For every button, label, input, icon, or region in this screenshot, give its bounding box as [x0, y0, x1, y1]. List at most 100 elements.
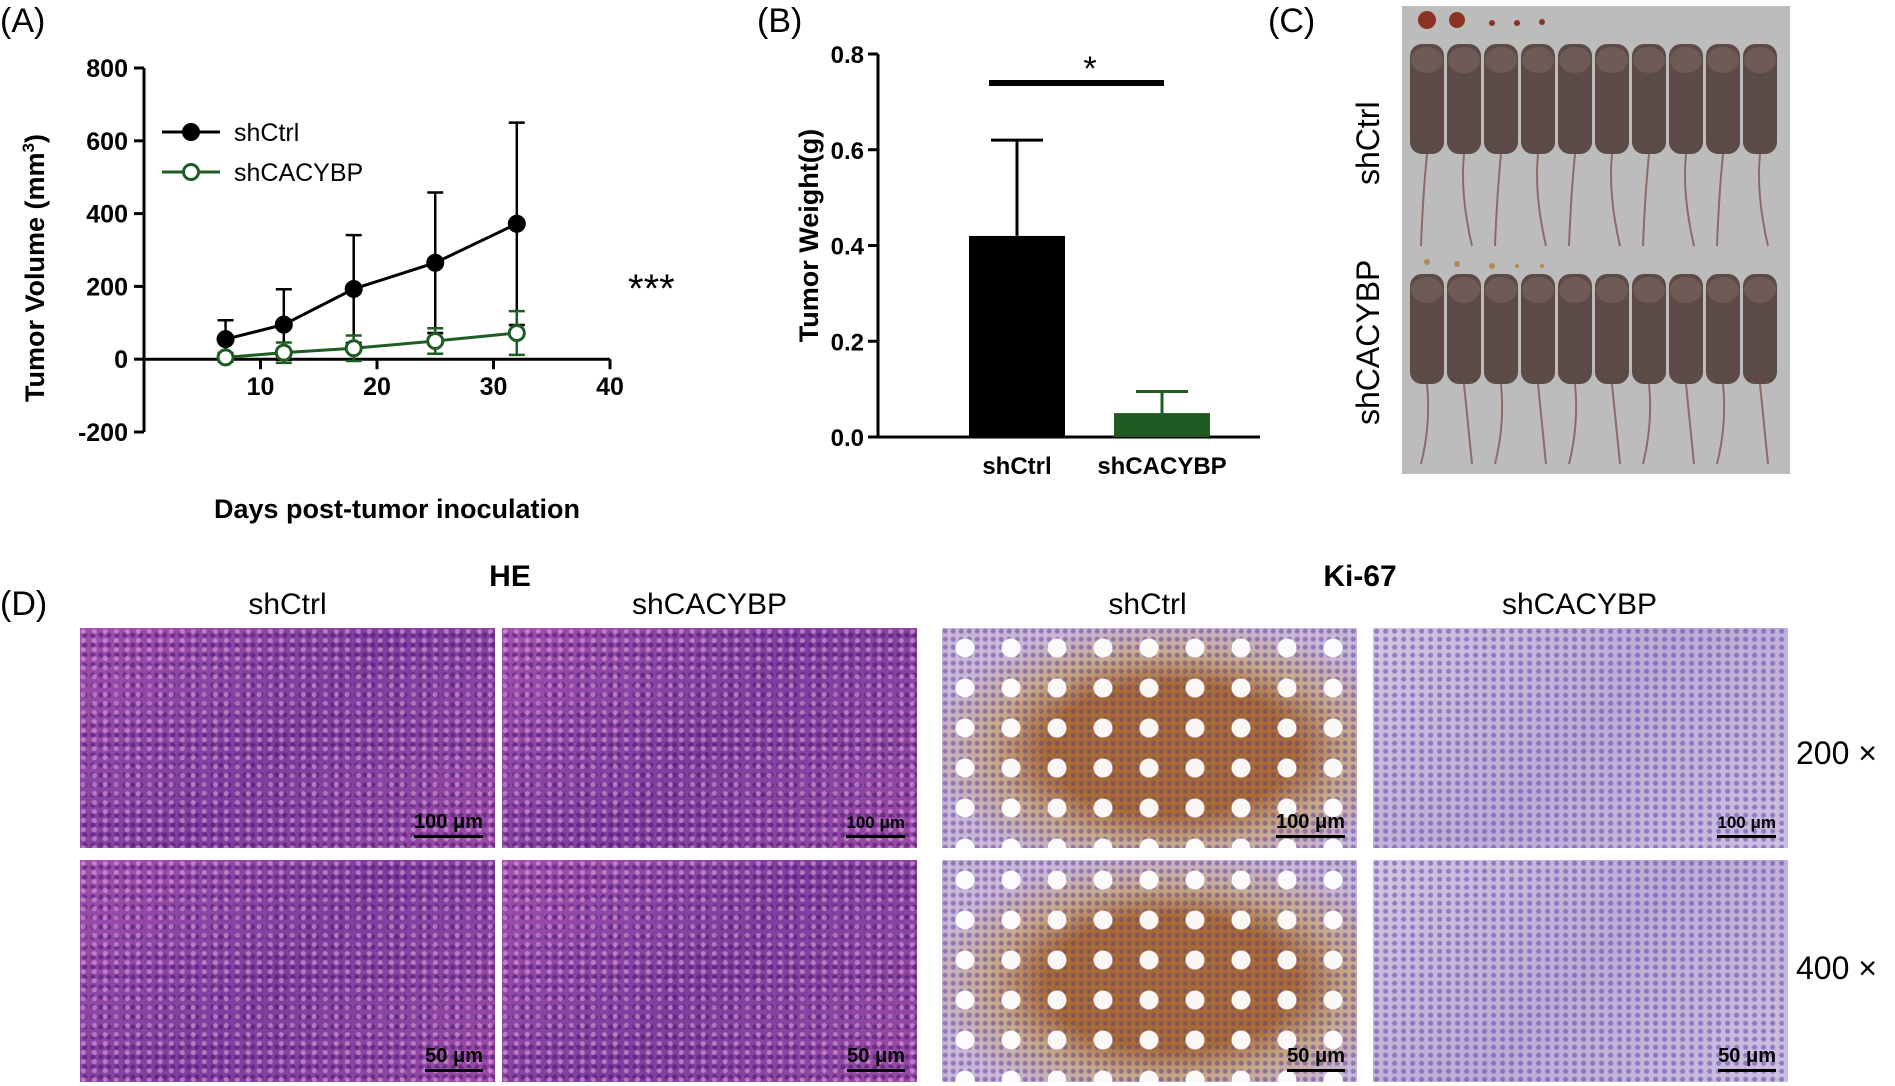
data-point-shCACYBP	[507, 323, 526, 342]
y-tick-label: -200	[78, 419, 128, 447]
mouse-tail	[1463, 383, 1473, 465]
bar-shCACYBP	[1114, 413, 1210, 437]
chart-a-series-lines	[225, 222, 518, 359]
he-tile-shcacybp-200x: 100 μm	[502, 628, 917, 848]
data-point-shCtrl	[507, 214, 526, 233]
scale-bar: 50 μm	[1718, 1045, 1776, 1072]
data-point-shCACYBP	[274, 343, 293, 362]
chart-b-bars	[969, 235, 1210, 437]
mouse-tail	[1610, 153, 1621, 247]
y-tick-label: 400	[86, 201, 128, 229]
legend-label: shCtrl	[234, 119, 299, 147]
x-category-label: shCtrl	[982, 453, 1051, 480]
legend-label: shCACYBP	[234, 159, 363, 187]
mouse-body	[1410, 44, 1444, 154]
y-tick-label: 200	[86, 273, 128, 301]
y-tick-label: 0.2	[831, 329, 864, 356]
mouse-body	[1706, 44, 1740, 154]
y-axis-label: Tumor Weight(g)	[794, 129, 824, 342]
mouse-tail	[1642, 153, 1650, 247]
mouse-body	[1484, 274, 1518, 384]
panel-label-c: (C)	[1268, 2, 1316, 40]
he-tile-shctrl-400x: 50 μm	[80, 860, 495, 1082]
tumor-sample	[1454, 261, 1460, 267]
group-header-he: HE	[489, 560, 531, 593]
mouse-tail	[1684, 153, 1695, 247]
bar-shCtrl	[969, 235, 1065, 437]
ki67-tile-shcacybp-400x: 50 μm	[1373, 860, 1788, 1082]
mouse-body	[1632, 274, 1666, 384]
mouse-body	[1669, 44, 1703, 154]
mouse-tail	[1611, 383, 1621, 465]
mouse-body	[1743, 44, 1777, 154]
chart-b-error-bars	[991, 138, 1188, 414]
chart-a-points	[216, 214, 526, 367]
mouse-photo-image	[1410, 11, 1777, 465]
mouse-head	[1633, 277, 1665, 303]
col-header-ki67-shcacybp: shCACYBP	[1501, 588, 1658, 621]
photo-label-shctrl-wrap: shCtrl	[1340, 101, 1400, 210]
mouse-head	[1670, 277, 1702, 303]
mouse-head	[1522, 47, 1554, 73]
x-tick-label: 30	[480, 373, 508, 401]
series-line-shCtrl	[225, 222, 518, 341]
panel-label-b: (B)	[757, 2, 803, 40]
x-category-label: shCACYBP	[1097, 453, 1226, 480]
mouse-body	[1632, 44, 1666, 154]
mouse-head	[1670, 47, 1702, 73]
tumor-sample	[1515, 264, 1519, 268]
magnification-400x: 400 ×	[1796, 950, 1877, 986]
y-tick-label: 800	[86, 55, 128, 83]
y-tick-label: 0	[114, 346, 128, 374]
data-point-shCtrl	[344, 279, 363, 298]
scale-bar: 50 μm	[847, 1045, 905, 1072]
scale-bar-line	[1718, 1069, 1776, 1072]
mouse-body	[1706, 274, 1740, 384]
scale-bar-line	[414, 835, 483, 838]
tumor-sample	[1489, 263, 1495, 269]
mouse-head	[1485, 277, 1517, 303]
magnification-200x: 200 ×	[1796, 735, 1877, 771]
scale-bar: 100 μm	[1717, 812, 1776, 838]
mouse-tail	[1420, 153, 1428, 247]
mouse-body	[1447, 44, 1481, 154]
series-line-shCACYBP	[225, 331, 517, 359]
mouse-head	[1485, 47, 1517, 73]
mouse-head	[1411, 47, 1443, 73]
legend-marker	[182, 123, 200, 141]
y-axis-label: Tumor Volume (mm3)	[20, 134, 50, 402]
tumor-sample	[1540, 264, 1544, 268]
panel-label-d: (D)	[0, 585, 48, 623]
mouse-body	[1669, 274, 1703, 384]
mouse-tail	[1685, 383, 1695, 465]
ki67-tile-shctrl-200x: 100 μm	[942, 628, 1357, 848]
scale-bar-label: 50 μm	[1718, 1045, 1776, 1067]
mouse-head	[1448, 277, 1480, 303]
mouse-body	[1521, 44, 1555, 154]
scale-bar-label: 100 μm	[414, 811, 483, 833]
tumor-sample	[1489, 20, 1495, 26]
mouse-tail	[1568, 383, 1578, 465]
scale-bar-label: 100 μm	[1276, 811, 1345, 833]
mouse-tail	[1420, 383, 1430, 465]
mouse-tail	[1536, 153, 1547, 247]
tumor-sample	[1449, 12, 1465, 28]
scale-bar: 50 μm	[1287, 1045, 1345, 1072]
mouse-tail	[1494, 383, 1504, 465]
significance-asterisk: *	[1083, 50, 1096, 88]
scale-bar: 100 μm	[846, 812, 905, 838]
tumor-sample	[1424, 259, 1430, 265]
y-tick-label: 0.0	[831, 425, 864, 452]
mouse-head	[1633, 47, 1665, 73]
chart-a-axes: -200 0 200 400 600 800 10 20 30 40	[78, 55, 624, 447]
y-tick-label: 600	[86, 128, 128, 156]
mouse-tail	[1642, 383, 1652, 465]
he-tile-shcacybp-400x: 50 μm	[502, 860, 917, 1082]
mouse-tail	[1716, 153, 1724, 247]
tumor-sample	[1539, 19, 1545, 25]
col-header-he-shcacybp: shCACYBP	[631, 588, 788, 621]
photo-label-shcacybp-wrap: shCACYBP	[1340, 260, 1400, 490]
mouse-head	[1522, 277, 1554, 303]
x-tick-label: 40	[596, 373, 624, 401]
chart-a-legend: shCtrl shCACYBP	[162, 119, 363, 187]
